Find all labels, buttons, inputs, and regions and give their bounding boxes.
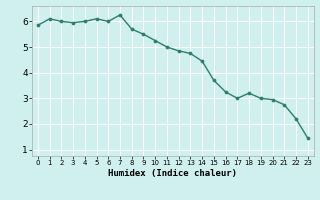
X-axis label: Humidex (Indice chaleur): Humidex (Indice chaleur) — [108, 169, 237, 178]
